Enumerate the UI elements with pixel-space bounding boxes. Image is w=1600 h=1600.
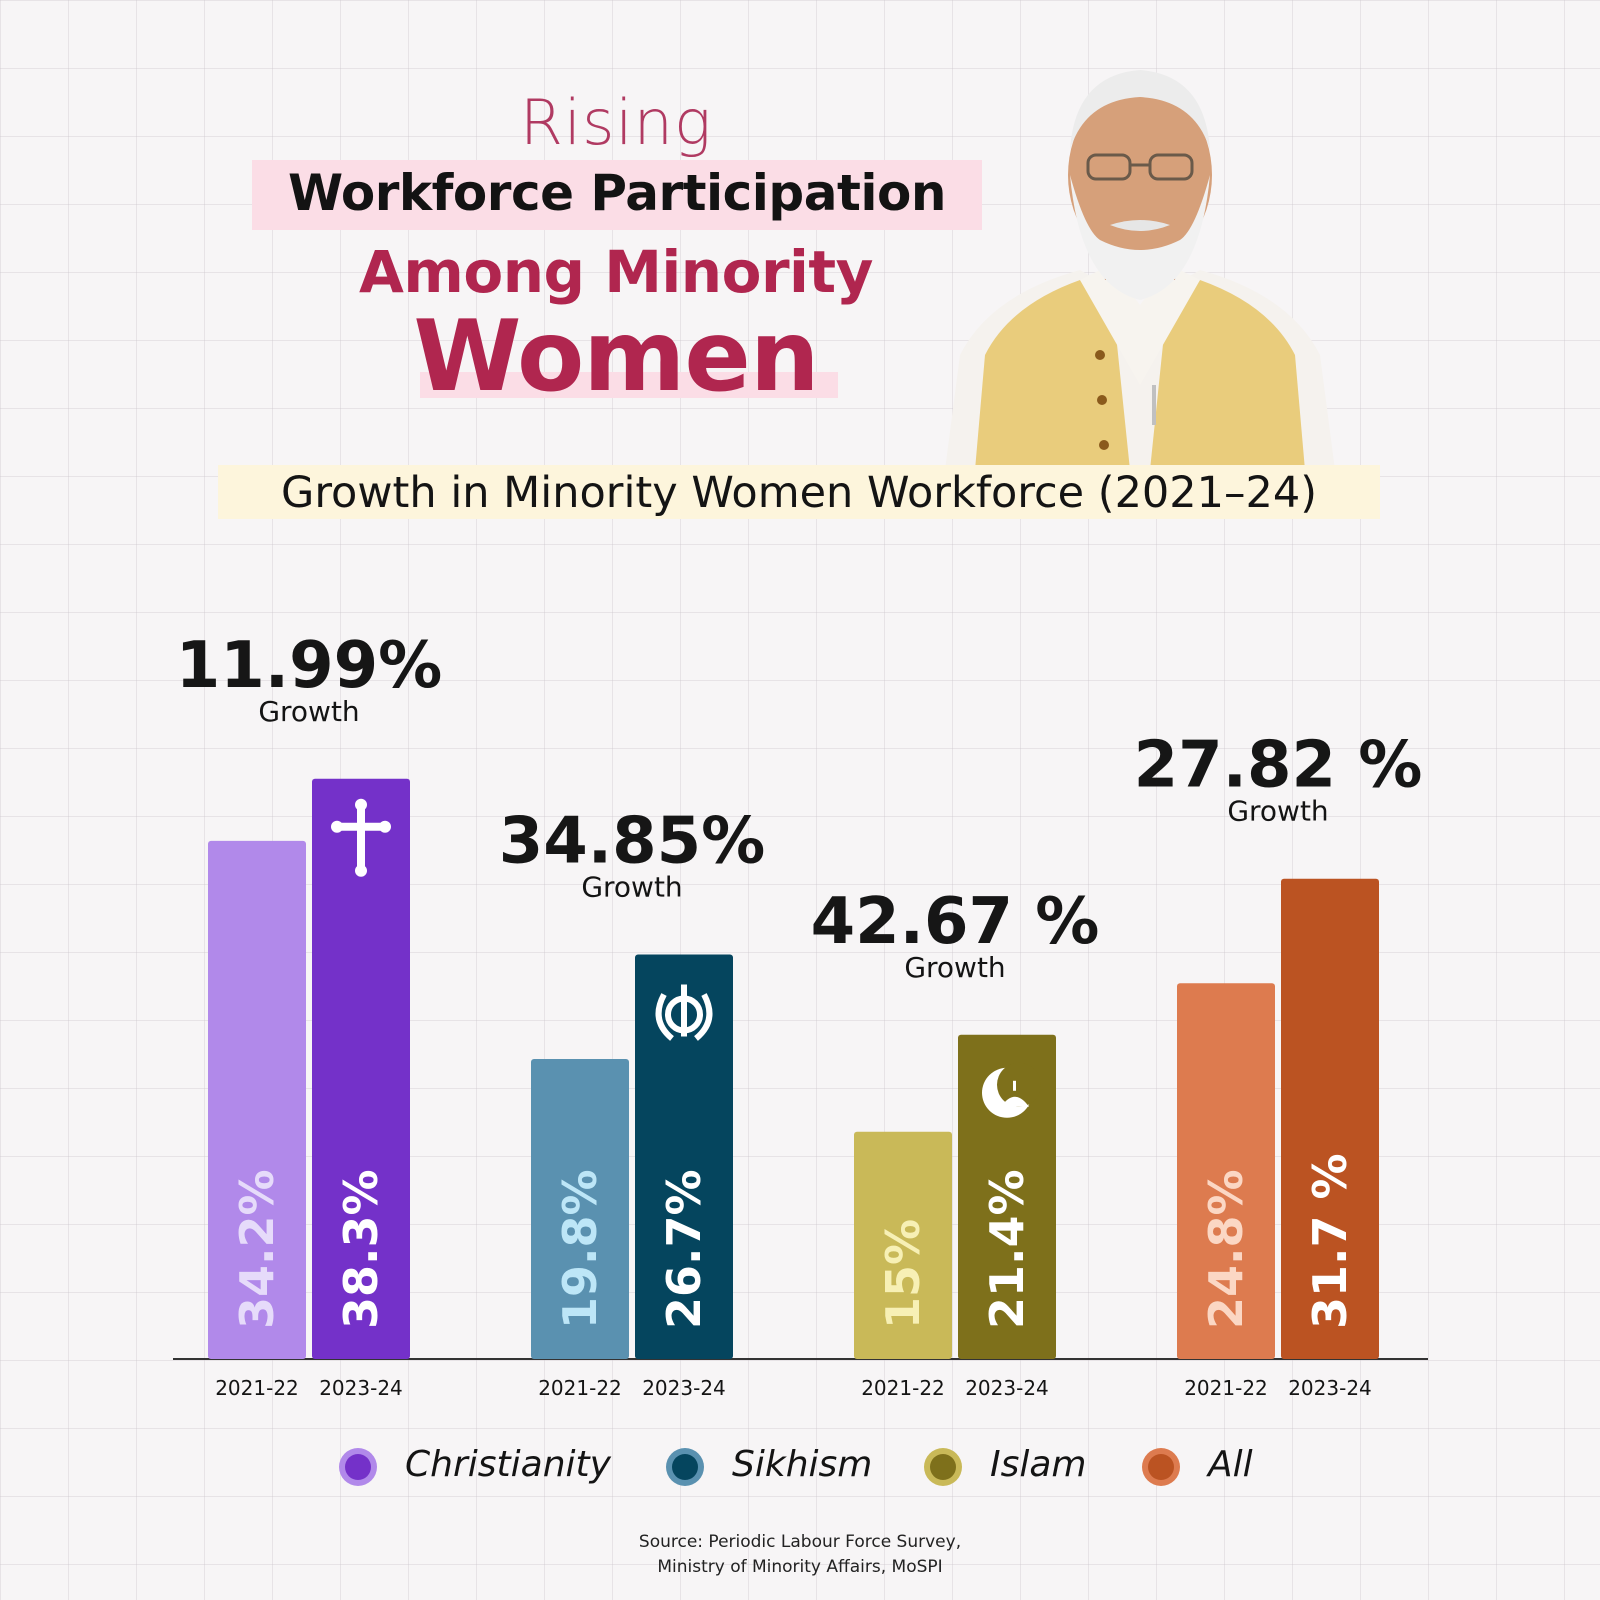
x-tick-label-christianity-2023-24: 2023-24 <box>319 1376 403 1400</box>
bar-sikhism-2023-24 <box>635 954 733 1359</box>
title-rising: Rising <box>519 86 713 159</box>
bar-christianity-2023-24 <box>312 778 410 1359</box>
bar-all-2021-22 <box>1177 983 1275 1359</box>
growth-value-christianity: 11.99% <box>176 629 443 703</box>
legend-dot-christianity <box>345 1454 371 1480</box>
bar-value-label-christianity-2023-24: 38.3% <box>334 1169 388 1329</box>
growth-value-sikhism: 34.85% <box>499 804 766 878</box>
x-tick-label-sikhism-2023-24: 2023-24 <box>642 1376 726 1400</box>
bar-value-label-islam-2023-24: 21.4% <box>980 1169 1034 1329</box>
x-tick-label-islam-2023-24: 2023-24 <box>965 1376 1049 1400</box>
title-highlight <box>252 160 982 230</box>
bar-value-label-sikhism-2021-22: 19.8% <box>553 1169 607 1329</box>
legend-label-all: All <box>1208 1444 1253 1485</box>
growth-word-sikhism: Growth <box>581 870 682 903</box>
bar-sikhism-2021-22 <box>531 1059 629 1359</box>
x-tick-label-christianity-2021-22: 2021-22 <box>215 1376 299 1400</box>
portrait-image <box>945 70 1335 470</box>
cross-icon <box>331 798 391 877</box>
bar-value-label-islam-2021-22: 15% <box>876 1219 930 1329</box>
bar-value-label-all-2021-22: 24.8% <box>1199 1169 1253 1329</box>
crescent-mosque-icon <box>982 1062 1041 1118</box>
title-among-minority: Among Minority <box>359 238 873 306</box>
legend-label-christianity: Christianity <box>405 1444 611 1485</box>
growth-value-islam: 42.67 % <box>811 885 1100 959</box>
growth-value-all: 27.82 % <box>1134 729 1423 803</box>
bar-all-2023-24 <box>1281 878 1379 1359</box>
x-tick-label-all-2021-22: 2021-22 <box>1184 1376 1268 1400</box>
bar-islam-2023-24 <box>958 1034 1056 1359</box>
legend-label-islam: Islam <box>990 1444 1087 1485</box>
bar-islam-2021-22 <box>854 1131 952 1359</box>
growth-word-all: Growth <box>1227 795 1328 828</box>
legend-dot-all <box>1148 1454 1174 1480</box>
chart-subtitle: Growth in Minority Women Workforce (2021… <box>281 468 1317 518</box>
title-women-underline <box>420 372 838 398</box>
growth-word-christianity: Growth <box>258 695 359 728</box>
title-workforce-participation: Workforce Participation <box>288 164 946 222</box>
legend-label-sikhism: Sikhism <box>732 1444 873 1485</box>
source-line-1: Source: Periodic Labour Force Survey, <box>638 1532 962 1552</box>
source-line-2: Ministry of Minority Affairs, MoSPI <box>657 1557 943 1577</box>
x-tick-label-islam-2021-22: 2021-22 <box>861 1376 945 1400</box>
legend-dot-islam <box>930 1454 956 1480</box>
bar-chart: 34.2%2021-2238.3%2023-2411.99%Growth19.8… <box>173 629 1428 1400</box>
khanda-icon <box>655 984 713 1041</box>
x-tick-label-sikhism-2021-22: 2021-22 <box>538 1376 622 1400</box>
growth-word-islam: Growth <box>904 951 1005 984</box>
bar-value-label-all-2023-24: 31.7 % <box>1303 1153 1357 1329</box>
subtitle-highlight <box>218 465 1380 519</box>
legend: Christianity Sikhism Islam All <box>0 1438 1600 1498</box>
bar-value-label-sikhism-2023-24: 26.7% <box>657 1169 711 1329</box>
legend-dot-sikhism <box>672 1454 698 1480</box>
title-women: Women <box>413 300 819 414</box>
bar-value-label-christianity-2021-22: 34.2% <box>230 1169 284 1329</box>
source-note: Source: Periodic Labour Force Survey, Mi… <box>0 1530 1600 1580</box>
x-tick-label-all-2023-24: 2023-24 <box>1288 1376 1372 1400</box>
bar-christianity-2021-22 <box>208 840 306 1359</box>
